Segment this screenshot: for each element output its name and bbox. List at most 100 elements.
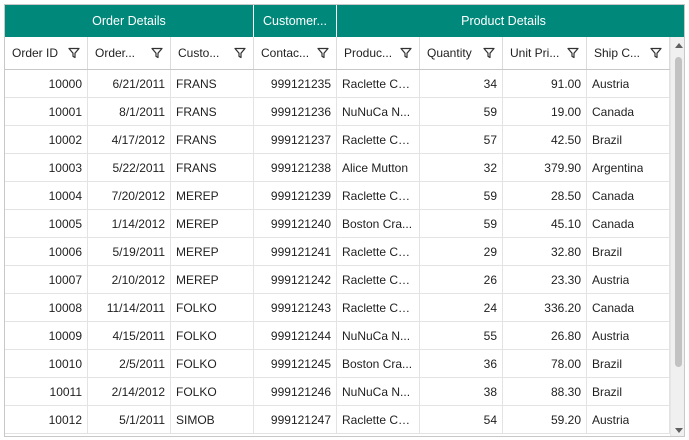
- cell-ship-country[interactable]: Canada: [587, 98, 670, 125]
- cell-unit-price[interactable]: 19.00: [503, 98, 587, 125]
- cell-contact-number[interactable]: 999121242: [254, 266, 337, 293]
- cell-customer-id[interactable]: FRANS: [171, 70, 254, 97]
- cell-ship-country[interactable]: Canada: [587, 182, 670, 209]
- filter-funnel-icon[interactable]: [482, 46, 496, 60]
- cell-order-id[interactable]: 10006: [5, 238, 88, 265]
- cell-order-id[interactable]: 10000: [5, 70, 88, 97]
- cell-unit-price[interactable]: 336.20: [503, 294, 587, 321]
- filter-funnel-icon[interactable]: [566, 46, 580, 60]
- cell-unit-price[interactable]: 32.80: [503, 238, 587, 265]
- cell-ship-country[interactable]: Argentina: [587, 154, 670, 181]
- cell-product-name[interactable]: Raclette Co...: [337, 238, 420, 265]
- cell-ship-country[interactable]: Canada: [587, 210, 670, 237]
- cell-order-id[interactable]: 10011: [5, 378, 88, 405]
- cell-quantity[interactable]: 24: [420, 294, 503, 321]
- cell-order-id[interactable]: 10004: [5, 182, 88, 209]
- cell-quantity[interactable]: 59: [420, 182, 503, 209]
- cell-contact-number[interactable]: 999121237: [254, 126, 337, 153]
- cell-unit-price[interactable]: 59.20: [503, 406, 587, 433]
- grid-body[interactable]: 10000 6/21/2011 FRANS 999121235 Raclette Co.…: [5, 70, 670, 436]
- table-row[interactable]: 10005 1/14/2012 MEREP 999121240 Boston Cra..…: [5, 210, 670, 238]
- cell-quantity[interactable]: 54: [420, 406, 503, 433]
- column-header-ship-country[interactable]: Ship C...: [587, 37, 670, 69]
- table-row[interactable]: 10006 5/19/2011 MEREP 999121241 Raclette Co.…: [5, 238, 670, 266]
- column-header-order-date[interactable]: Order...: [88, 37, 171, 69]
- cell-product-name[interactable]: Raclette Co...: [337, 294, 420, 321]
- filter-funnel-icon[interactable]: [649, 46, 663, 60]
- cell-order-date[interactable]: 4/15/2011: [88, 322, 171, 349]
- scrollbar-thumb[interactable]: [675, 57, 682, 367]
- cell-order-id[interactable]: 10008: [5, 294, 88, 321]
- cell-contact-number[interactable]: 999121243: [254, 294, 337, 321]
- table-row[interactable]: 10007 2/10/2012 MEREP 999121242 Raclette Co.…: [5, 266, 670, 294]
- scroll-down-arrow-icon[interactable]: [671, 422, 684, 436]
- cell-contact-number[interactable]: 999121239: [254, 182, 337, 209]
- cell-quantity[interactable]: 36: [420, 350, 503, 377]
- cell-unit-price[interactable]: 42.50: [503, 126, 587, 153]
- cell-order-date[interactable]: 1/14/2012: [88, 210, 171, 237]
- cell-quantity[interactable]: 55: [420, 322, 503, 349]
- cell-contact-number[interactable]: 999121235: [254, 70, 337, 97]
- cell-unit-price[interactable]: 23.30: [503, 266, 587, 293]
- cell-order-date[interactable]: 2/5/2011: [88, 350, 171, 377]
- cell-order-date[interactable]: 2/10/2012: [88, 266, 171, 293]
- cell-customer-id[interactable]: FOLKO: [171, 378, 254, 405]
- cell-order-date[interactable]: 6/21/2011: [88, 70, 171, 97]
- cell-product-name[interactable]: Boston Cra...: [337, 210, 420, 237]
- cell-customer-id[interactable]: FOLKO: [171, 294, 254, 321]
- cell-quantity[interactable]: 57: [420, 126, 503, 153]
- filter-funnel-icon[interactable]: [150, 46, 164, 60]
- cell-customer-id[interactable]: FOLKO: [171, 322, 254, 349]
- cell-product-name[interactable]: Boston Cra...: [337, 350, 420, 377]
- cell-ship-country[interactable]: Austria: [587, 322, 670, 349]
- cell-order-id[interactable]: 10001: [5, 98, 88, 125]
- scroll-up-arrow-icon[interactable]: [671, 37, 684, 53]
- cell-contact-number[interactable]: 999121241: [254, 238, 337, 265]
- filter-funnel-icon[interactable]: [399, 46, 413, 60]
- table-row[interactable]: 10012 5/1/2011 SIMOB 999121247 Raclette Co..…: [5, 406, 670, 434]
- cell-quantity[interactable]: 32: [420, 154, 503, 181]
- table-row[interactable]: 10001 8/1/2011 FRANS 999121236 NuNuCa N... 59…: [5, 98, 670, 126]
- cell-contact-number[interactable]: 999121240: [254, 210, 337, 237]
- cell-order-date[interactable]: 5/19/2011: [88, 238, 171, 265]
- table-row[interactable]: 10002 4/17/2012 FRANS 999121237 Raclette Co.…: [5, 126, 670, 154]
- column-header-quantity[interactable]: Quantity: [420, 37, 503, 69]
- cell-customer-id[interactable]: FRANS: [171, 154, 254, 181]
- table-row[interactable]: 10010 2/5/2011 FOLKO 999121245 Boston Cra...…: [5, 350, 670, 378]
- cell-ship-country[interactable]: Austria: [587, 70, 670, 97]
- cell-contact-number[interactable]: 999121245: [254, 350, 337, 377]
- cell-product-name[interactable]: Raclette Co...: [337, 70, 420, 97]
- cell-ship-country[interactable]: Austria: [587, 406, 670, 433]
- cell-unit-price[interactable]: 26.80: [503, 322, 587, 349]
- cell-order-date[interactable]: 4/17/2012: [88, 126, 171, 153]
- cell-quantity[interactable]: 29: [420, 238, 503, 265]
- cell-quantity[interactable]: 38: [420, 378, 503, 405]
- column-header-customer-id[interactable]: Custo...: [171, 37, 254, 69]
- cell-ship-country[interactable]: Canada: [587, 294, 670, 321]
- cell-product-name[interactable]: Raclette Co...: [337, 266, 420, 293]
- cell-customer-id[interactable]: SIMOB: [171, 406, 254, 433]
- table-row[interactable]: 10009 4/15/2011 FOLKO 999121244 NuNuCa N... 5…: [5, 322, 670, 350]
- cell-ship-country[interactable]: Brazil: [587, 126, 670, 153]
- table-row[interactable]: 10000 6/21/2011 FRANS 999121235 Raclette Co.…: [5, 70, 670, 98]
- cell-order-id[interactable]: 10009: [5, 322, 88, 349]
- cell-customer-id[interactable]: FRANS: [171, 126, 254, 153]
- cell-unit-price[interactable]: 91.00: [503, 70, 587, 97]
- cell-ship-country[interactable]: Brazil: [587, 378, 670, 405]
- cell-contact-number[interactable]: 999121236: [254, 98, 337, 125]
- cell-customer-id[interactable]: FOLKO: [171, 350, 254, 377]
- filter-funnel-icon[interactable]: [233, 46, 247, 60]
- cell-product-name[interactable]: Alice Mutton: [337, 154, 420, 181]
- cell-customer-id[interactable]: MEREP: [171, 210, 254, 237]
- cell-order-date[interactable]: 5/22/2011: [88, 154, 171, 181]
- cell-order-date[interactable]: 7/20/2012: [88, 182, 171, 209]
- table-row[interactable]: 10004 7/20/2012 MEREP 999121239 Raclette Co.…: [5, 182, 670, 210]
- cell-order-id[interactable]: 10003: [5, 154, 88, 181]
- cell-contact-number[interactable]: 999121246: [254, 378, 337, 405]
- cell-quantity[interactable]: 26: [420, 266, 503, 293]
- cell-customer-id[interactable]: MEREP: [171, 182, 254, 209]
- cell-order-id[interactable]: 10005: [5, 210, 88, 237]
- cell-contact-number[interactable]: 999121238: [254, 154, 337, 181]
- vertical-scrollbar[interactable]: [670, 37, 684, 436]
- column-header-order-id[interactable]: Order ID: [5, 37, 88, 69]
